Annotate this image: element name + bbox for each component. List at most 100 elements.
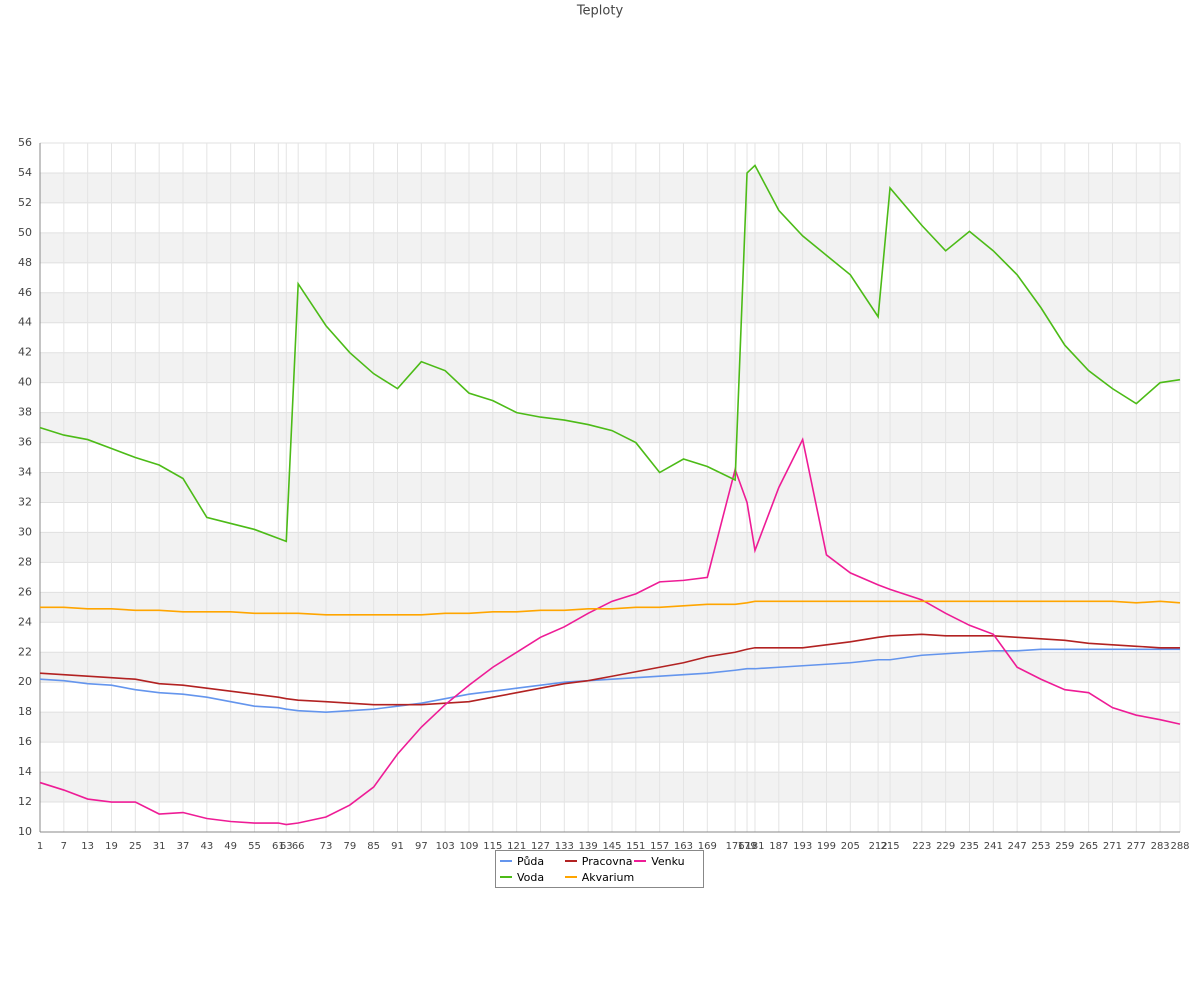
x-tick-label: 43 [200, 841, 213, 852]
y-tick-label: 24 [18, 615, 32, 628]
x-tick-label: 199 [817, 841, 836, 852]
y-tick-label: 26 [18, 585, 32, 598]
x-tick-label: 66 [292, 841, 305, 852]
x-tick-label: 271 [1103, 841, 1122, 852]
x-tick-label: 37 [177, 841, 190, 852]
legend-item: Půda [500, 853, 565, 869]
x-tick-label: 223 [912, 841, 931, 852]
legend-item: Pracovna [564, 853, 634, 869]
legend-swatch [564, 876, 577, 878]
y-tick-label: 12 [18, 795, 32, 808]
grid-band [40, 352, 1180, 383]
y-tick-label: 32 [18, 495, 32, 508]
grid-band [40, 232, 1180, 263]
x-tick-label: 215 [880, 841, 899, 852]
x-tick-label: 121 [507, 841, 526, 852]
legend: Půda Pracovna Venku Voda Akvarium [495, 850, 704, 888]
grid-band [40, 292, 1180, 323]
y-tick-label: 10 [18, 825, 32, 838]
x-tick-label: 103 [436, 841, 455, 852]
x-tick-label: 55 [248, 841, 261, 852]
y-tick-label: 22 [18, 645, 32, 658]
y-tick-label: 50 [18, 226, 32, 239]
x-tick-label: 187 [769, 841, 788, 852]
legend-item: Voda [500, 869, 565, 885]
x-tick-label: 169 [698, 841, 717, 852]
x-tick-label: 25 [129, 841, 142, 852]
y-tick-label: 28 [18, 555, 32, 568]
x-tick-label: 73 [320, 841, 333, 852]
x-tick-label: 283 [1151, 841, 1170, 852]
y-tick-label: 34 [18, 466, 32, 479]
y-tick-label: 18 [18, 705, 32, 718]
x-tick-label: 151 [626, 841, 645, 852]
legend-label: Půda [517, 854, 545, 868]
x-tick-label: 63 [280, 841, 293, 852]
x-tick-label: 127 [531, 841, 550, 852]
y-tick-label: 48 [18, 256, 32, 269]
legend-item: Akvarium [564, 869, 635, 885]
grid-band [40, 172, 1180, 203]
x-tick-label: 181 [745, 841, 764, 852]
y-tick-label: 36 [18, 436, 32, 449]
series-line [40, 600, 1181, 616]
chart-title: Teploty [576, 4, 624, 19]
x-tick-label: 229 [936, 841, 955, 852]
x-tick-label: 205 [841, 841, 860, 852]
y-tick-label: 52 [18, 196, 32, 209]
x-tick-label: 265 [1079, 841, 1098, 852]
legend-label: Pracovna [581, 854, 633, 868]
x-tick-label: 7 [61, 841, 67, 852]
x-tick-label: 139 [579, 841, 598, 852]
y-tick-label: 54 [18, 166, 32, 179]
x-tick-label: 133 [555, 841, 574, 852]
legend-label: Voda [517, 870, 545, 884]
x-tick-label: 259 [1055, 841, 1074, 852]
y-tick-label: 44 [18, 316, 32, 329]
x-tick-label: 157 [650, 841, 669, 852]
legend-item: Venku [634, 853, 699, 869]
x-tick-label: 49 [224, 841, 237, 852]
legend-label: Venku [651, 854, 685, 868]
x-tick-label: 31 [153, 841, 166, 852]
legend-label: Akvarium [581, 870, 635, 884]
x-tick-label: 91 [391, 841, 404, 852]
x-tick-label: 163 [674, 841, 693, 852]
x-tick-label: 247 [1008, 841, 1027, 852]
y-tick-label: 40 [18, 376, 32, 389]
grid-band [40, 712, 1180, 743]
y-tick-label: 46 [18, 286, 32, 299]
legend-swatch [634, 860, 647, 862]
y-tick-label: 38 [18, 406, 32, 419]
y-tick-label: 16 [18, 735, 32, 748]
x-tick-label: 61 [272, 841, 285, 852]
x-tick-label: 85 [367, 841, 380, 852]
y-tick-label: 56 [18, 136, 32, 149]
x-tick-label: 288 [1170, 841, 1189, 852]
y-tick-label: 20 [18, 675, 32, 688]
y-tick-label: 30 [18, 525, 32, 538]
x-tick-label: 176 [726, 841, 745, 852]
series-line [39, 648, 1180, 713]
x-tick-label: 145 [602, 841, 621, 852]
x-tick-label: 109 [459, 841, 478, 852]
x-tick-label: 235 [960, 841, 979, 852]
series-line [39, 164, 1181, 543]
x-tick-label: 19 [105, 841, 118, 852]
x-tick-label: 79 [343, 841, 356, 852]
legend-swatch [564, 860, 577, 862]
x-tick-label: 97 [415, 841, 428, 852]
x-tick-label: 115 [483, 841, 502, 852]
series-line [39, 633, 1180, 706]
legend-swatch [500, 876, 512, 878]
grid-band [40, 532, 1180, 563]
series-line [39, 437, 1181, 826]
x-tick-label: 241 [984, 841, 1003, 852]
y-tick-label: 42 [18, 346, 32, 359]
grid-band [40, 412, 1180, 443]
x-tick-label: 212 [869, 841, 888, 852]
grid-band [40, 772, 1180, 803]
